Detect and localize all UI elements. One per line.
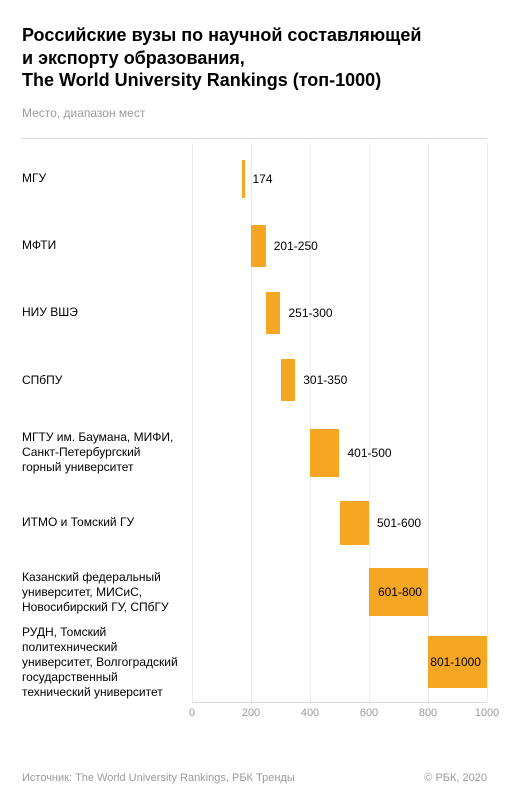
- range-bar: 601-800: [369, 568, 428, 616]
- x-tick-label: 1000: [475, 707, 499, 719]
- range-bar: [242, 160, 245, 198]
- bar-value-label: 201-250: [274, 239, 318, 253]
- range-bar: [251, 225, 265, 267]
- chart-row: НИУ ВШЭ 251-300: [22, 292, 487, 334]
- range-bar: [340, 501, 369, 545]
- chart-row: Казанский федеральный университет, МИСиС…: [22, 568, 487, 616]
- footer-source: Источник: The World University Rankings,…: [22, 772, 295, 784]
- title-line-2: и экспорту образования,: [22, 47, 487, 70]
- row-label: МФТИ: [22, 238, 192, 253]
- x-axis-ticks: 02004006008001000: [192, 703, 487, 723]
- bar-value-label: 601-800: [378, 585, 422, 599]
- row-label: НИУ ВШЭ: [22, 305, 192, 320]
- range-bar: [281, 359, 295, 401]
- chart-title: Российские вузы по научной составляющей …: [22, 24, 487, 92]
- chart-row: МФТИ 201-250: [22, 225, 487, 267]
- chart-container: МГУ 174 МФТИ 201-250 НИУ ВШЭ 251-300 СПбПУ 301-…: [22, 138, 487, 723]
- title-line-3: The World University Rankings (топ-1000): [22, 69, 487, 92]
- range-bar: 801-1000: [428, 636, 487, 688]
- row-label: СПбПУ: [22, 373, 192, 388]
- chart-row: РУДН, Томский политехнический университе…: [22, 636, 487, 688]
- gridline: [487, 143, 488, 702]
- x-tick-label: 400: [301, 707, 319, 719]
- x-tick-label: 200: [242, 707, 260, 719]
- chart-subtitle: Место, диапазон мест: [22, 106, 487, 120]
- x-tick-label: 600: [360, 707, 378, 719]
- bar-value-label: 174: [253, 172, 273, 186]
- row-label: РУДН, Томский политехнический университе…: [22, 625, 192, 700]
- x-tick-label: 800: [419, 707, 437, 719]
- bar-value-label: 801-1000: [430, 655, 481, 669]
- row-label: ИТМО и Томский ГУ: [22, 515, 192, 530]
- bar-value-label: 301-350: [303, 373, 347, 387]
- chart-row: ИТМО и Томский ГУ 501-600: [22, 501, 487, 545]
- x-tick-label: 0: [189, 707, 195, 719]
- row-label: МГТУ им. Баумана, МИФИ, Санкт-Петербургс…: [22, 430, 192, 475]
- footer-credit: © РБК, 2020: [424, 772, 487, 784]
- chart-row: СПбПУ 301-350: [22, 359, 487, 401]
- plot-area: МГУ174МФТИ201-250НИУ ВШЭ251-300СПбПУ301-…: [192, 143, 487, 703]
- chart-row: МГТУ им. Баумана, МИФИ, Санкт-Петербургс…: [22, 429, 487, 477]
- bar-value-label: 251-300: [289, 306, 333, 320]
- row-label: Казанский федеральный университет, МИСиС…: [22, 570, 192, 615]
- row-label: МГУ: [22, 171, 192, 186]
- chart-footer: Источник: The World University Rankings,…: [22, 772, 487, 784]
- range-bar: [310, 429, 339, 477]
- bar-value-label: 501-600: [377, 516, 421, 530]
- bar-value-label: 401-500: [348, 446, 392, 460]
- chart-row: МГУ 174: [22, 160, 487, 198]
- title-line-1: Российские вузы по научной составляющей: [22, 24, 487, 47]
- range-bar: [266, 292, 280, 334]
